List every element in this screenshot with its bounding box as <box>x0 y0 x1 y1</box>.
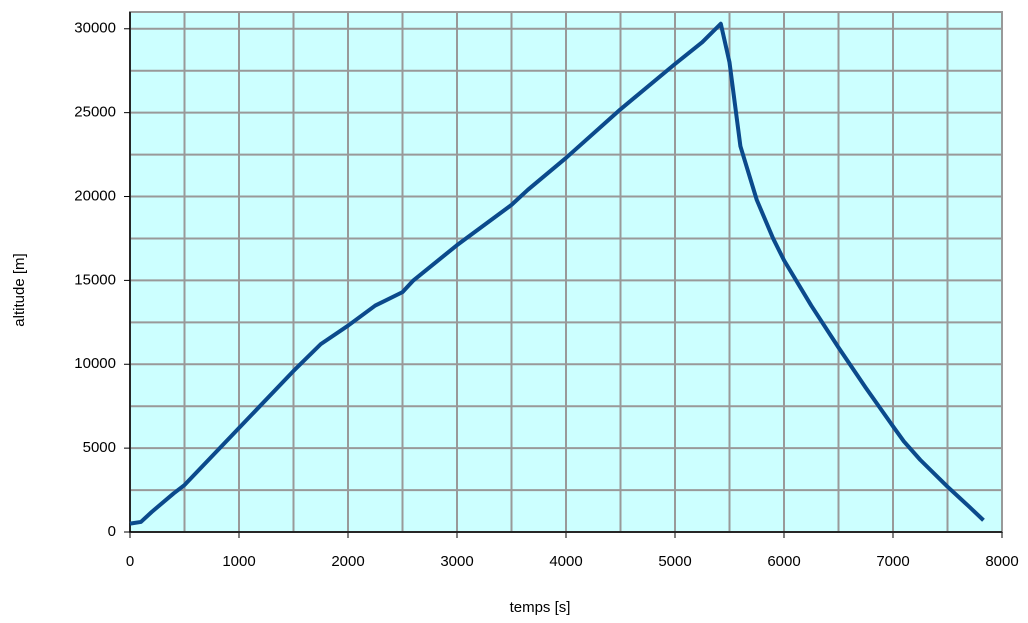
x-tick-label: 1000 <box>222 553 255 570</box>
x-tick-label: 2000 <box>331 553 364 570</box>
x-tick-label: 3000 <box>440 553 473 570</box>
x-tick-label: 5000 <box>658 553 691 570</box>
y-tick-label: 25000 <box>74 104 116 121</box>
x-tick-label: 7000 <box>876 553 909 570</box>
x-tick-label: 6000 <box>767 553 800 570</box>
x-axis-title: temps [s] <box>510 599 571 616</box>
y-tick-label: 30000 <box>74 20 116 37</box>
y-tick-label: 15000 <box>74 271 116 288</box>
x-tick-label: 4000 <box>549 553 582 570</box>
x-tick-label: 8000 <box>985 553 1018 570</box>
data-line <box>129 21 985 526</box>
y-tick-label: 0 <box>108 523 116 540</box>
y-tick-label: 10000 <box>74 355 116 372</box>
y-axis-title: altitude [m] <box>11 253 28 326</box>
y-tick-label: 5000 <box>83 439 116 456</box>
x-tick-label: 0 <box>126 553 134 570</box>
y-tick-label: 20000 <box>74 187 116 204</box>
